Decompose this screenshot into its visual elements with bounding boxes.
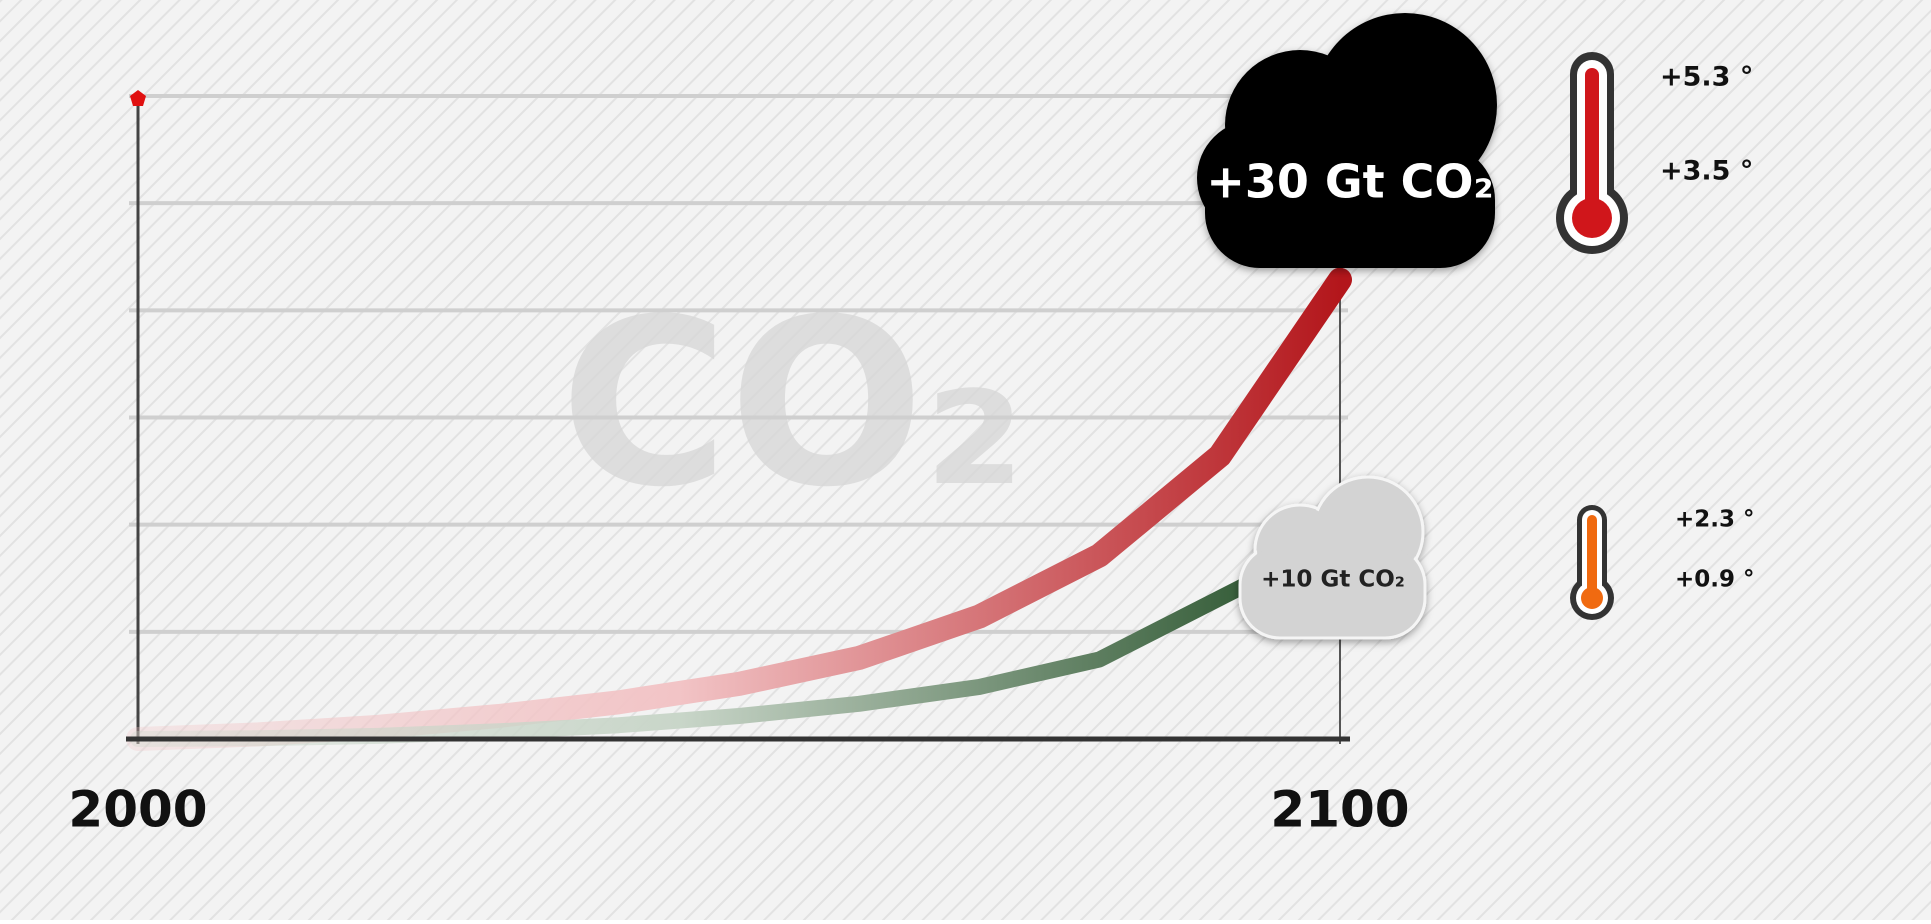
cloud-label: +10 Gt CO₂ (1261, 567, 1405, 593)
temperature-label: +2.3 ° (1675, 507, 1755, 533)
x-tick-label: 2000 (68, 781, 207, 839)
cloud-label: +30 Gt CO₂ (1206, 155, 1493, 209)
page: CO₂ +30 Gt CO₂ +10 Gt CO₂ +5.3 ° +3.5 (0, 0, 1931, 920)
chart: CO₂ +30 Gt CO₂ +10 Gt CO₂ +5.3 ° +3.5 (0, 0, 1931, 920)
temperature-label: +3.5 ° (1660, 156, 1753, 187)
temperature-label: +0.9 ° (1675, 567, 1755, 593)
x-tick-label: 2100 (1270, 781, 1409, 839)
temperature-label: +5.3 ° (1660, 62, 1753, 93)
